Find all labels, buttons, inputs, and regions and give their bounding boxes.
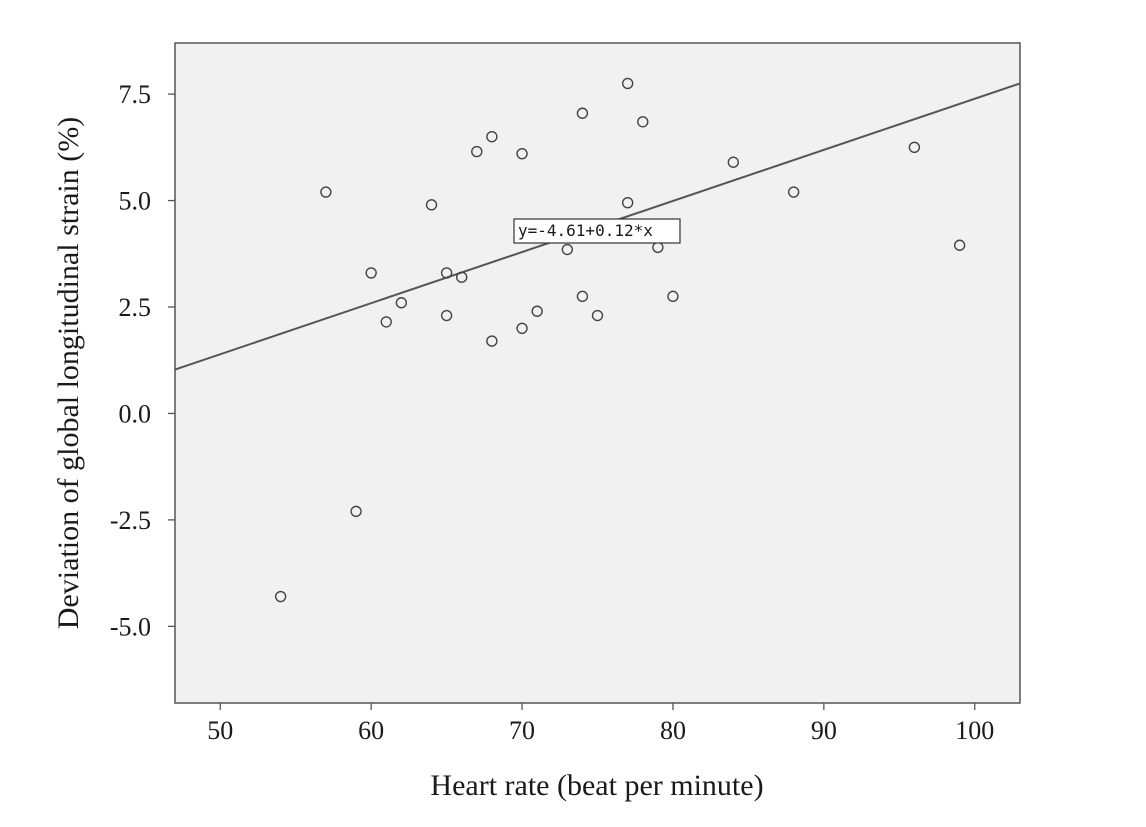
equation-label: y=-4.61+0.12*x bbox=[518, 221, 653, 240]
data-point bbox=[576, 107, 589, 119]
x-tick-label: 50 bbox=[207, 716, 233, 745]
data-point bbox=[425, 199, 438, 211]
y-tick-label: 7.5 bbox=[119, 80, 152, 109]
data-point bbox=[787, 186, 800, 198]
x-axis-title: Heart rate (beat per minute) bbox=[430, 769, 763, 802]
data-point bbox=[455, 271, 468, 283]
x-tick-label: 70 bbox=[509, 716, 535, 745]
data-point bbox=[516, 322, 528, 334]
x-tick-label: 90 bbox=[811, 716, 837, 745]
x-tick-label: 100 bbox=[955, 716, 994, 745]
data-point bbox=[380, 316, 392, 328]
data-point bbox=[350, 505, 362, 518]
data-point bbox=[621, 196, 634, 209]
equation-label-group: y=-4.61+0.12*x bbox=[513, 218, 681, 244]
y-tick-label: -5.0 bbox=[110, 612, 151, 641]
y-tick-label: 0.0 bbox=[119, 399, 152, 428]
y-tick-label: -2.5 bbox=[110, 506, 151, 535]
data-point bbox=[621, 77, 634, 90]
data-point bbox=[320, 186, 332, 198]
data-point bbox=[727, 156, 740, 168]
y-tick-label: 2.5 bbox=[119, 293, 152, 322]
data-point bbox=[531, 305, 543, 317]
y-tick-label: 5.0 bbox=[119, 187, 152, 216]
data-point bbox=[908, 141, 921, 154]
data-point bbox=[486, 130, 498, 143]
y-axis-ticks: 7.5 5.0 2.5 0.0 -2.5 -5.0 bbox=[110, 80, 175, 641]
data-point bbox=[440, 267, 453, 279]
x-axis-ticks: 50 60 70 80 90 100 bbox=[207, 703, 994, 745]
data-point bbox=[274, 590, 287, 603]
data-point bbox=[576, 290, 589, 303]
data-point bbox=[486, 335, 498, 347]
data-point bbox=[516, 148, 528, 160]
data-point bbox=[667, 290, 679, 303]
data-point bbox=[471, 145, 483, 158]
data-point bbox=[591, 309, 604, 322]
data-point bbox=[561, 243, 574, 256]
equation-box bbox=[513, 218, 681, 244]
data-point bbox=[365, 267, 377, 279]
y-axis-title: Deviation of global longitudinal strain … bbox=[52, 117, 85, 629]
x-tick-label: 60 bbox=[358, 716, 384, 745]
data-point bbox=[637, 116, 649, 128]
data-point bbox=[395, 297, 408, 309]
plot-area bbox=[174, 42, 1021, 704]
data-point bbox=[953, 239, 966, 251]
x-tick-label: 80 bbox=[660, 716, 686, 745]
data-point bbox=[440, 309, 453, 322]
